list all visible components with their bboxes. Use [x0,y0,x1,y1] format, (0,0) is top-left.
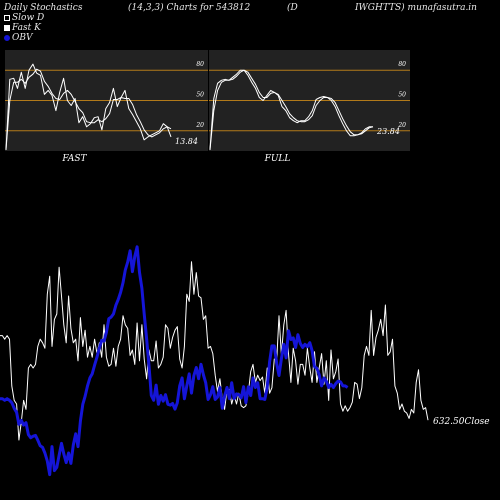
full-tick-label-20: 20 [397,122,406,129]
chart-header-mid: (D [287,3,298,13]
fast-slow-d-line [5,68,172,151]
chart-header-source: IWGHTTS) munafasutra.in [355,3,477,13]
full-tick-label-50: 50 [398,92,406,99]
full-tick-label-80: 80 [398,61,406,68]
close-price-value: 632.50 [433,417,465,427]
price-close-line [0,261,429,441]
close-price-suffix: Close [465,417,490,427]
fast-last-value-label: 13.84 [175,137,198,146]
chart-header-params: (14,3,3) Charts for 543812 [128,3,251,13]
legend: Slow D Fast K OBV [4,13,44,43]
fast-tick-label-80: 80 [196,61,204,68]
legend-obv: OBV [4,33,44,43]
legend-fast-label: Fast K [12,23,41,33]
full-panel-label: FULL [264,154,291,164]
legend-slow: Slow D [4,13,44,23]
chart-header-title: Daily Stochastics [4,3,83,13]
fast-tick-label-50: 50 [196,92,204,99]
legend-slow-label: Slow D [12,13,45,23]
legend-fast: Fast K [4,23,44,33]
legend-slow-swatch [4,15,10,21]
legend-obv-label: OBV [12,33,33,43]
fast-fast-k-line [5,63,172,150]
fast-tick-label-20: 20 [195,122,204,129]
fast-panel-label: FAST [61,154,87,164]
full-fast-k-line [209,69,373,150]
full-slow-d-line [209,69,374,151]
close-price-label: 632.50Close [433,417,490,427]
legend-obv-swatch [4,35,10,41]
obv-line [0,245,349,477]
legend-fast-swatch [4,25,10,31]
full-last-value-label: 23.84 [376,127,400,136]
